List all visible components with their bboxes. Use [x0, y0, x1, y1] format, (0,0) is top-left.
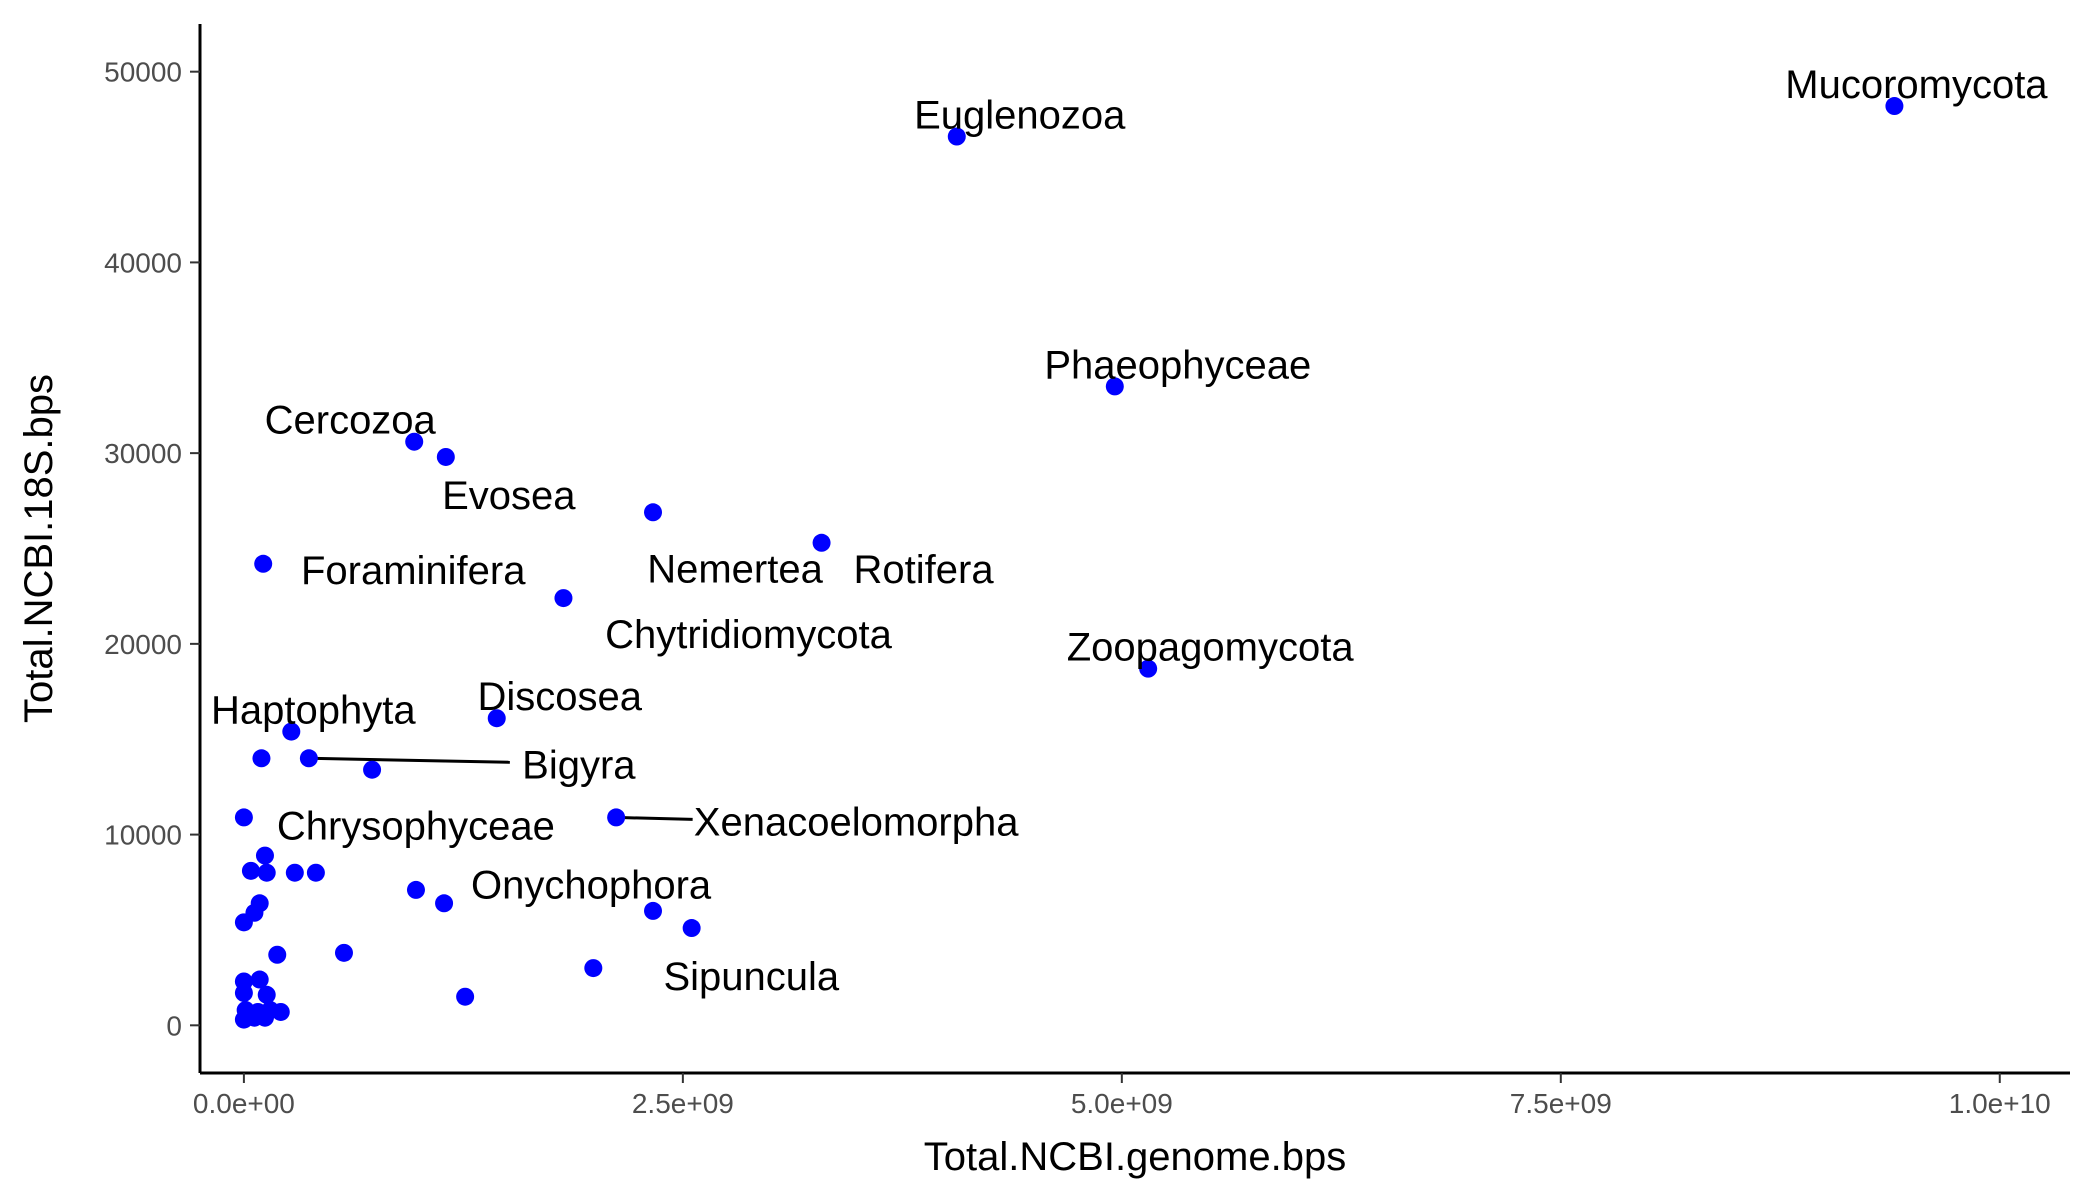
- data-point: [299, 749, 318, 768]
- point-label: Sipuncula: [663, 955, 839, 999]
- data-point: [363, 760, 382, 779]
- y-tick-label: 10000: [104, 820, 182, 851]
- point-labels: Mucoromycota Euglenozoa Phaeophyceae Cercoz…: [211, 63, 2048, 999]
- data-point: [947, 127, 966, 146]
- data-point: [644, 503, 663, 522]
- point-label: Foraminifera: [301, 549, 526, 593]
- data-point: [1105, 377, 1124, 396]
- label-connectors: [308, 756, 693, 821]
- point-label: Nemertea: [647, 547, 823, 591]
- label-connector: [308, 756, 510, 764]
- x-axis-ticks: 0.0e+00 2.5e+09 5.0e+09 7.5e+09 1.0e+10: [193, 1073, 2051, 1119]
- point-label: Zoopagomycota: [1067, 626, 1355, 670]
- data-point: [487, 709, 506, 728]
- data-point: [282, 722, 301, 741]
- y-tick-label: 40000: [104, 247, 182, 278]
- data-point: [1139, 659, 1158, 678]
- point-label: Cercozoa: [265, 399, 437, 443]
- data-point: [436, 447, 455, 466]
- data-point: [554, 589, 573, 608]
- axes: [198, 24, 2070, 1075]
- point-label: Evosea: [442, 474, 576, 518]
- y-tick-label: 0: [166, 1010, 182, 1041]
- data-point: [271, 1002, 290, 1021]
- label-connector: [616, 815, 693, 821]
- x-tick-label: 7.5e+09: [1510, 1088, 1612, 1119]
- data-point: [257, 863, 276, 882]
- data-point: [406, 880, 425, 899]
- data-point: [1885, 97, 1904, 116]
- point-label: Chytridiomycota: [605, 613, 893, 657]
- point-label: Phaeophyceae: [1044, 343, 1311, 387]
- point-label: Xenacoelomorpha: [694, 800, 1019, 844]
- data-point: [234, 808, 253, 827]
- point-label: Haptophyta: [211, 689, 416, 733]
- point-label: Rotifera: [854, 548, 995, 592]
- point-label: Bigyra: [522, 743, 636, 787]
- point-label: Chrysophyceae: [277, 804, 555, 848]
- data-point: [306, 863, 325, 882]
- data-point: [254, 554, 273, 573]
- y-axis-ticks: 0 10000 20000 30000 40000 50000: [104, 57, 200, 1041]
- data-point: [435, 894, 454, 913]
- data-point: [334, 943, 353, 962]
- x-tick-label: 2.5e+09: [632, 1088, 734, 1119]
- data-point: [607, 808, 626, 827]
- data-point: [682, 919, 701, 938]
- data-point: [257, 985, 276, 1004]
- y-tick-label: 30000: [104, 438, 182, 469]
- data-point: [241, 861, 260, 880]
- data-points: [234, 97, 1904, 1029]
- point-label: Onychophora: [471, 863, 712, 907]
- data-point: [456, 987, 475, 1006]
- data-point: [812, 533, 831, 552]
- data-point: [644, 901, 663, 920]
- data-point: [285, 863, 304, 882]
- point-label: Discosea: [477, 675, 642, 719]
- point-label: Euglenozoa: [914, 94, 1126, 138]
- data-point: [405, 432, 424, 451]
- data-point: [234, 913, 253, 932]
- data-point: [255, 1008, 274, 1027]
- data-point: [584, 959, 603, 978]
- point-label: Mucoromycota: [1785, 63, 2048, 107]
- x-axis-title: Total.NCBI.genome.bps: [924, 1135, 1346, 1179]
- x-tick-label: 0.0e+00: [193, 1088, 295, 1119]
- data-point: [268, 945, 287, 964]
- y-tick-label: 20000: [104, 629, 182, 660]
- x-tick-label: 5.0e+09: [1071, 1088, 1173, 1119]
- data-point: [252, 749, 271, 768]
- data-point: [255, 846, 274, 865]
- data-point: [234, 983, 253, 1002]
- x-tick-label: 1.0e+10: [1949, 1088, 2051, 1119]
- y-tick-label: 50000: [104, 57, 182, 88]
- data-point: [250, 970, 269, 989]
- y-axis-title: Total.NCBI.18S.bps: [17, 374, 61, 723]
